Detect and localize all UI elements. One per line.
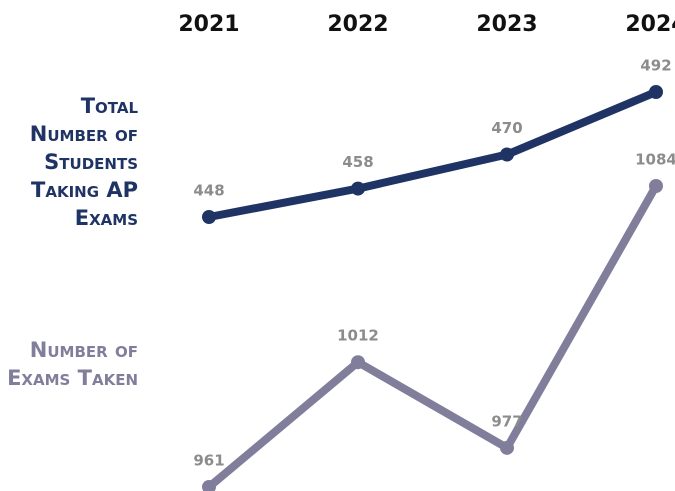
series-line: [208, 88, 658, 221]
value-label: 977: [491, 412, 522, 430]
x-tick-label: 2023: [476, 12, 537, 37]
point: [351, 181, 365, 196]
value-label: 1012: [337, 327, 379, 345]
point: [202, 210, 216, 224]
point: [500, 440, 514, 455]
series-line: [206, 184, 660, 491]
point: [351, 355, 365, 370]
x-tick-label: 2021: [178, 12, 239, 37]
point: [649, 179, 663, 193]
value-label: 470: [491, 119, 522, 137]
value-label: 961: [193, 452, 224, 470]
x-tick-label: 2022: [327, 12, 388, 37]
point: [500, 147, 514, 162]
series-label: Total Number of Students Taking AP Exams: [29, 94, 138, 230]
value-label: 1084: [635, 151, 675, 169]
series-label: Number of Exams Taken: [7, 338, 138, 390]
point: [649, 85, 663, 99]
value-label: 448: [193, 182, 224, 200]
value-label: 458: [342, 153, 373, 171]
point: [202, 480, 216, 491]
value-label: 492: [640, 57, 671, 75]
